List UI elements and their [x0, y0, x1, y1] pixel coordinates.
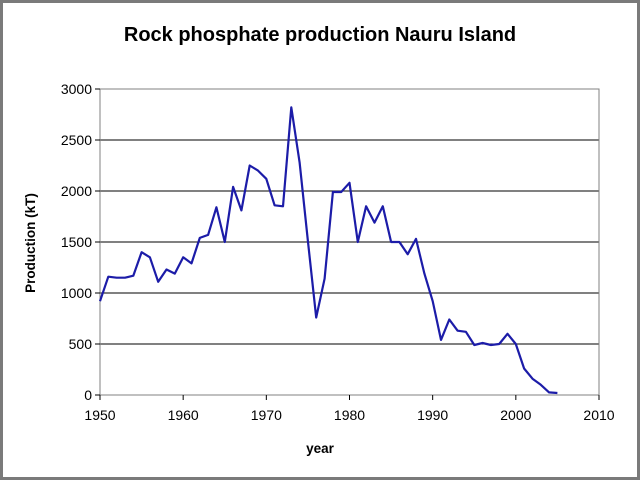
- x-tick-label: 1950: [84, 407, 115, 423]
- y-axis-ticks: 0 500 1000 1500 2000 2500 3000: [61, 81, 100, 403]
- x-tick-label: 1970: [251, 407, 282, 423]
- y-axis-title: Production (kT): [23, 193, 38, 293]
- y-tick-label: 3000: [61, 81, 92, 97]
- chart-frame: Rock phosphate production Nauru Island 0…: [3, 3, 637, 477]
- y-tick-label: 2000: [61, 183, 92, 199]
- y-tick-label: 1000: [61, 285, 92, 301]
- x-axis-ticks: 1950 1960 1970 1980 1990 2000 2010: [84, 395, 615, 423]
- x-tick-label: 1990: [417, 407, 448, 423]
- x-tick-label: 2010: [583, 407, 614, 423]
- y-tick-label: 500: [69, 336, 93, 352]
- line-chart: Rock phosphate production Nauru Island 0…: [23, 24, 615, 456]
- x-tick-label: 1980: [334, 407, 365, 423]
- y-tick-label: 0: [84, 387, 92, 403]
- x-axis-title: year: [306, 441, 335, 456]
- x-tick-label: 2000: [500, 407, 531, 423]
- y-tick-label: 1500: [61, 234, 92, 250]
- y-tick-label: 2500: [61, 132, 92, 148]
- production-line: [98, 106, 558, 395]
- x-tick-label: 1960: [168, 407, 199, 423]
- chart-title: Rock phosphate production Nauru Island: [124, 24, 516, 46]
